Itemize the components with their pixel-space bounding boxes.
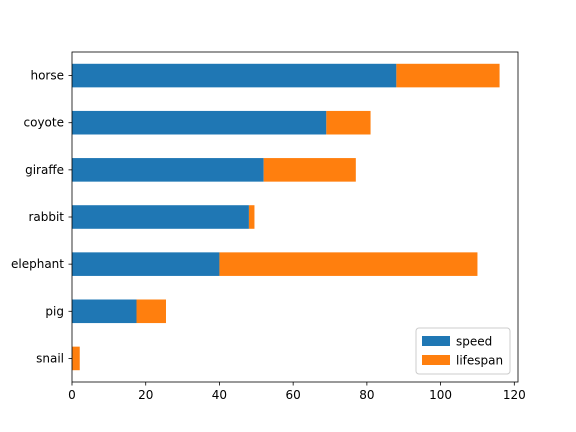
bar-speed-horse xyxy=(72,63,397,88)
y-tick-label-giraffe: giraffe xyxy=(25,163,64,177)
x-tick-label-20: 20 xyxy=(138,388,153,402)
bar-speed-giraffe xyxy=(72,158,264,182)
bar-lifespan-snail xyxy=(72,346,80,371)
x-tick-label-0: 0 xyxy=(68,388,76,402)
bar-lifespan-coyote xyxy=(326,110,371,135)
x-tick-label-120: 120 xyxy=(503,388,526,402)
x-tick-label-40: 40 xyxy=(212,388,227,402)
y-tick-label-pig: pig xyxy=(45,304,64,318)
bar-speed-coyote xyxy=(72,110,327,135)
legend: speed lifespan xyxy=(415,327,511,375)
bar-lifespan-giraffe xyxy=(263,158,356,182)
x-tick-label-100: 100 xyxy=(429,388,452,402)
legend-swatch-lifespan xyxy=(422,355,450,365)
x-axis-ticks: 0 20 40 60 80 100 120 xyxy=(68,382,526,402)
bar-lifespan-elephant xyxy=(219,252,478,276)
y-tick-label-coyote: coyote xyxy=(24,116,64,130)
bar-speed-pig xyxy=(72,299,137,324)
y-axis-ticks: snail pig elephant rabbit giraffe coyote horse xyxy=(11,69,72,365)
legend-label-speed: speed xyxy=(456,335,492,349)
bar-layer xyxy=(72,63,500,371)
x-tick-label-80: 80 xyxy=(359,388,374,402)
x-tick-label-60: 60 xyxy=(286,388,301,402)
plot-frame xyxy=(71,51,519,383)
y-tick-label-snail: snail xyxy=(36,351,64,365)
bar-speed-rabbit xyxy=(72,205,249,229)
legend-label-lifespan: lifespan xyxy=(456,354,503,368)
y-tick-label-horse: horse xyxy=(30,69,64,83)
y-tick-label-rabbit: rabbit xyxy=(28,210,64,224)
legend-swatch-speed xyxy=(422,336,450,346)
y-tick-label-elephant: elephant xyxy=(11,257,64,271)
bar-lifespan-horse xyxy=(396,63,500,88)
bar-lifespan-pig xyxy=(136,299,166,324)
bar-lifespan-rabbit xyxy=(248,205,255,229)
bar-speed-elephant xyxy=(72,252,220,276)
